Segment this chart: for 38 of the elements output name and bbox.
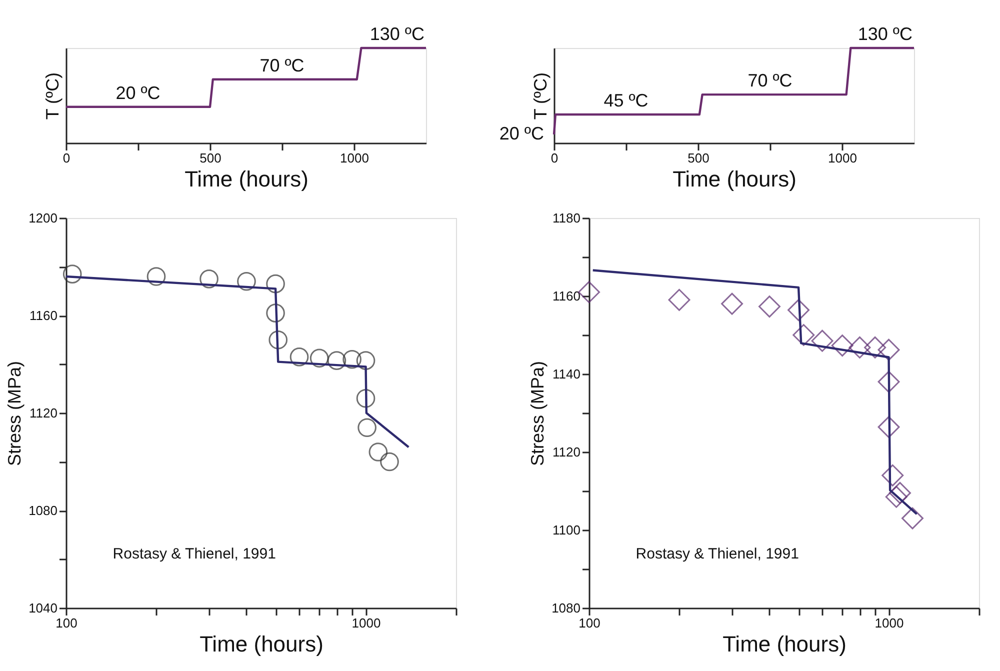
annotation: 130 ºC	[370, 24, 425, 44]
y-tick-label: 1160	[30, 308, 58, 323]
y-tick-label: 1120	[552, 444, 580, 460]
annotation: 20 ºC	[116, 82, 160, 103]
y-tick-label: 1200	[28, 210, 58, 226]
y-tick-label: 1160	[552, 288, 580, 304]
x-tick-label: 1000	[340, 150, 369, 166]
annotation: 70 ºC	[260, 55, 304, 76]
x-tick-label: 100	[56, 616, 78, 630]
x-tick-label: 1000	[828, 150, 857, 166]
x-axis-title: Time (hours)	[722, 632, 846, 656]
x-tick-label: 1000	[352, 616, 381, 630]
annotation: 70 ºC	[748, 70, 792, 91]
x-tick-label: 500	[200, 150, 222, 166]
annotation: Rostasy & Thienel, 1991	[636, 545, 799, 562]
x-tick-label: 100	[578, 616, 600, 630]
y-tick-label: 1120	[30, 406, 58, 420]
annotation: 130 ºC	[858, 24, 913, 44]
y-axis-title: T (ºC)	[530, 72, 550, 120]
y-tick-label: 1080	[552, 600, 580, 616]
annotation: 20 ºC	[499, 123, 544, 144]
x-tick-label: 1000	[874, 616, 904, 630]
x-axis-title: Time (hours)	[200, 632, 324, 656]
x-tick-label: 0	[62, 150, 70, 166]
y-axis-title: T (ºC)	[42, 72, 62, 120]
x-axis-title: Time (hours)	[672, 166, 796, 192]
y-tick-label: 1080	[28, 503, 58, 518]
y-axis-title: Stress (MPa)	[4, 360, 25, 466]
x-tick-label: 0	[550, 150, 558, 166]
y-tick-label: 1040	[28, 600, 58, 616]
y-axis-title: Stress (MPa)	[528, 360, 548, 466]
x-tick-label: 500	[688, 150, 710, 166]
annotation: 45 ºC	[604, 90, 648, 110]
y-tick-label: 1100	[552, 522, 580, 538]
x-axis-title: Time (hours)	[184, 166, 308, 192]
y-tick-label: 1180	[552, 210, 580, 226]
annotation: Rostasy & Thienel, 1991	[112, 545, 276, 562]
y-tick-label: 1140	[552, 366, 580, 382]
